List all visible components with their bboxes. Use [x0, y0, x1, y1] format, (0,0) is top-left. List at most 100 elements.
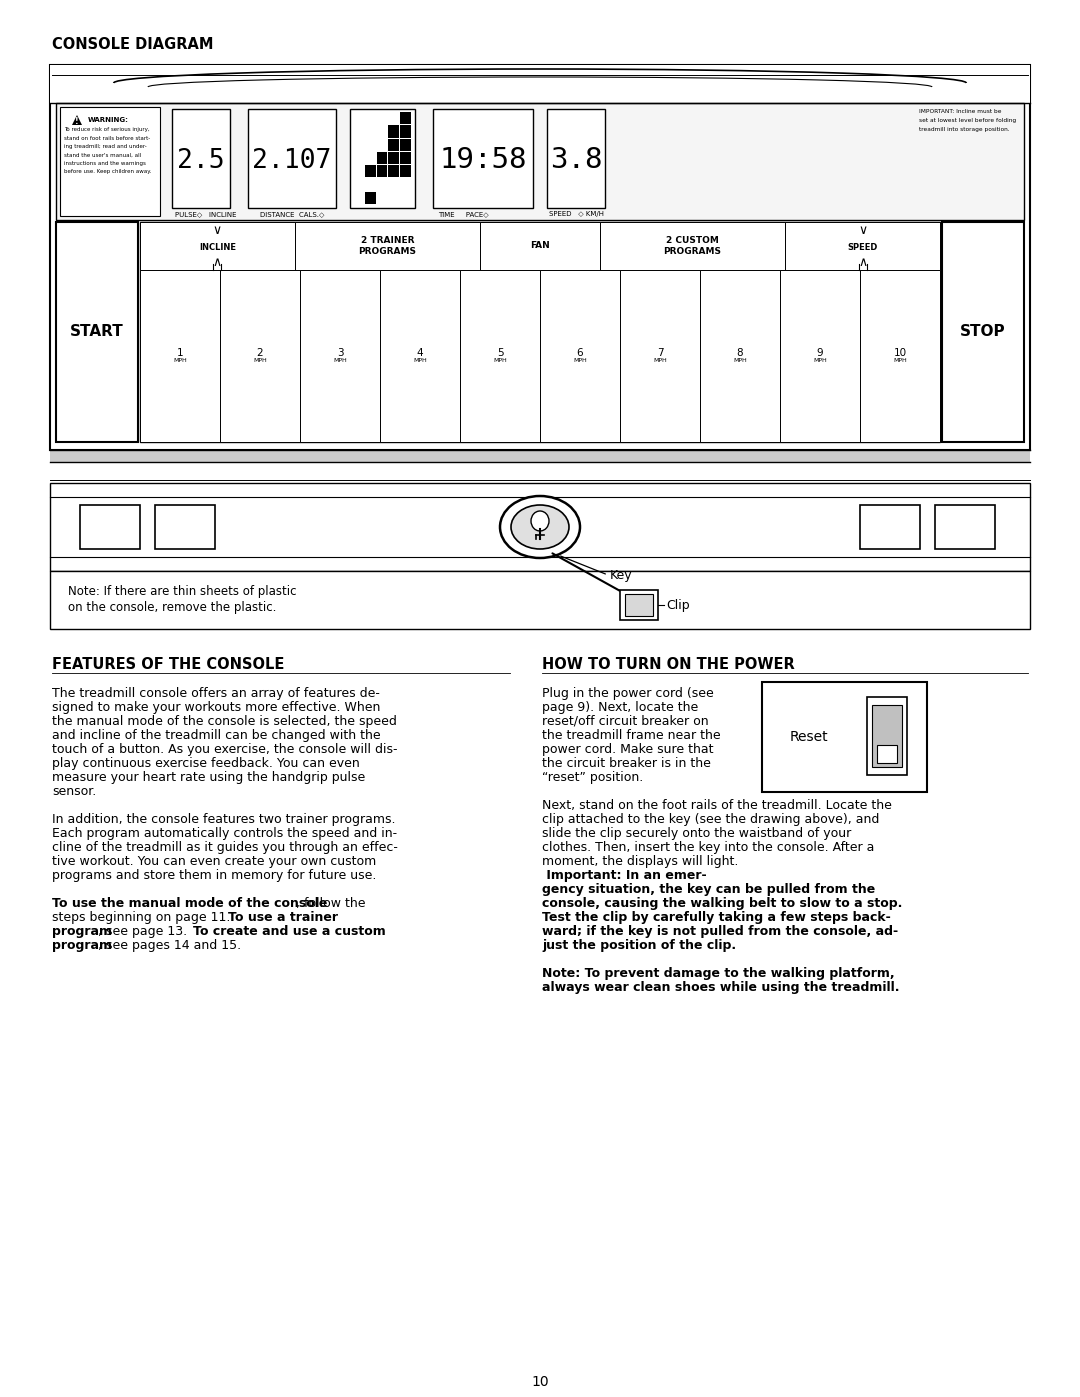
- Bar: [295, 222, 481, 270]
- Bar: [620, 270, 700, 441]
- Text: stand on foot rails before start-: stand on foot rails before start-: [64, 136, 150, 141]
- Text: stand the user's manual, all: stand the user's manual, all: [64, 152, 141, 158]
- Text: CONSOLE DIAGRAM: CONSOLE DIAGRAM: [52, 36, 214, 52]
- Bar: [401, 126, 411, 137]
- Text: program: program: [52, 939, 112, 951]
- Text: before use. Keep children away.: before use. Keep children away.: [64, 169, 151, 175]
- Text: “reset” position.: “reset” position.: [542, 771, 644, 784]
- Text: !: !: [76, 116, 79, 126]
- Bar: [377, 152, 388, 163]
- Bar: [220, 270, 300, 441]
- Bar: [785, 222, 940, 270]
- Bar: [300, 270, 380, 441]
- Bar: [942, 222, 1024, 441]
- Bar: [350, 109, 415, 208]
- Bar: [599, 222, 785, 270]
- Bar: [56, 222, 138, 441]
- Bar: [380, 270, 460, 441]
- Bar: [389, 138, 400, 151]
- Bar: [389, 165, 400, 177]
- Bar: [365, 191, 376, 204]
- Text: MPH: MPH: [494, 359, 507, 363]
- Bar: [60, 108, 160, 217]
- Bar: [625, 594, 653, 616]
- Text: IMPORTANT: Incline must be: IMPORTANT: Incline must be: [919, 109, 1001, 115]
- Text: ∧: ∧: [858, 256, 867, 268]
- Text: FAN: FAN: [530, 242, 550, 250]
- Text: SPEED   ◇ KM/H: SPEED ◇ KM/H: [549, 211, 604, 217]
- Text: 3.8: 3.8: [550, 147, 603, 175]
- Text: cline of the treadmill as it guides you through an effec-: cline of the treadmill as it guides you …: [52, 841, 397, 854]
- Bar: [56, 103, 1024, 219]
- Text: slide the clip securely onto the waistband of your: slide the clip securely onto the waistba…: [542, 827, 851, 840]
- Bar: [935, 504, 995, 549]
- Text: the manual mode of the console is selected, the speed: the manual mode of the console is select…: [52, 715, 396, 728]
- Text: , see pages 14 and 15.: , see pages 14 and 15.: [98, 939, 241, 951]
- Text: 10: 10: [531, 1375, 549, 1389]
- Text: 2.107: 2.107: [253, 148, 332, 173]
- Bar: [365, 165, 376, 177]
- Text: Reset: Reset: [789, 731, 828, 745]
- Text: TIME     PACE◇: TIME PACE◇: [438, 211, 488, 217]
- Text: 4: 4: [417, 348, 423, 358]
- Bar: [546, 109, 605, 208]
- Text: the circuit breaker is in the: the circuit breaker is in the: [542, 757, 711, 770]
- Text: Test the clip by carefully taking a few steps back-: Test the clip by carefully taking a few …: [542, 911, 891, 923]
- Text: DISTANCE  CALS.◇: DISTANCE CALS.◇: [260, 211, 324, 217]
- Bar: [389, 152, 400, 163]
- Text: Key: Key: [610, 569, 633, 581]
- Text: on the console, remove the plastic.: on the console, remove the plastic.: [68, 601, 276, 615]
- Text: measure your heart rate using the handgrip pulse: measure your heart rate using the handgr…: [52, 771, 365, 784]
- Bar: [620, 590, 658, 620]
- Text: 9: 9: [816, 348, 823, 358]
- Text: Plug in the power cord (see: Plug in the power cord (see: [542, 687, 714, 700]
- Bar: [481, 222, 599, 270]
- Text: reset/off circuit breaker on: reset/off circuit breaker on: [542, 715, 708, 728]
- Text: , follow the: , follow the: [296, 897, 366, 909]
- Bar: [872, 705, 902, 767]
- Text: 7: 7: [657, 348, 663, 358]
- Text: just the position of the clip.: just the position of the clip.: [542, 939, 737, 951]
- Bar: [50, 450, 1030, 462]
- Text: sensor.: sensor.: [52, 785, 96, 798]
- Text: treadmill into storage position.: treadmill into storage position.: [919, 127, 1010, 131]
- Bar: [401, 152, 411, 163]
- Text: FEATURES OF THE CONSOLE: FEATURES OF THE CONSOLE: [52, 657, 284, 672]
- Text: To use a trainer: To use a trainer: [228, 911, 338, 923]
- Text: HOW TO TURN ON THE POWER: HOW TO TURN ON THE POWER: [542, 657, 795, 672]
- Text: 19:58: 19:58: [440, 147, 527, 175]
- Bar: [389, 126, 400, 137]
- Text: 2 CUSTOM
PROGRAMS: 2 CUSTOM PROGRAMS: [663, 236, 721, 257]
- Text: The treadmill console offers an array of features de-: The treadmill console offers an array of…: [52, 687, 380, 700]
- Text: INCLINE: INCLINE: [199, 243, 235, 253]
- Text: SPEED: SPEED: [848, 243, 878, 253]
- Text: 3: 3: [337, 348, 343, 358]
- Text: ∨: ∨: [858, 224, 867, 236]
- Text: touch of a button. As you exercise, the console will dis-: touch of a button. As you exercise, the …: [52, 743, 397, 756]
- Text: 2 TRAINER
PROGRAMS: 2 TRAINER PROGRAMS: [359, 236, 417, 257]
- Text: ∧: ∧: [213, 256, 222, 268]
- Text: Each program automatically controls the speed and in-: Each program automatically controls the …: [52, 827, 397, 840]
- Bar: [762, 682, 927, 792]
- Text: STOP: STOP: [960, 324, 1005, 339]
- Bar: [50, 571, 1030, 629]
- Ellipse shape: [531, 511, 549, 531]
- Text: power cord. Make sure that: power cord. Make sure that: [542, 743, 714, 756]
- Text: programs and store them in memory for future use.: programs and store them in memory for fu…: [52, 869, 376, 882]
- Text: page 9). Next, locate the: page 9). Next, locate the: [542, 701, 699, 714]
- Text: ing treadmill; read and under-: ing treadmill; read and under-: [64, 144, 147, 149]
- Text: the treadmill frame near the: the treadmill frame near the: [542, 729, 720, 742]
- Text: tive workout. You can even create your own custom: tive workout. You can even create your o…: [52, 855, 376, 868]
- Text: To reduce risk of serious injury,: To reduce risk of serious injury,: [64, 127, 150, 131]
- Text: To use the manual mode of the console: To use the manual mode of the console: [52, 897, 327, 909]
- Text: ward; if the key is not pulled from the console, ad-: ward; if the key is not pulled from the …: [542, 925, 899, 937]
- Text: MPH: MPH: [653, 359, 666, 363]
- Text: gency situation, the key can be pulled from the: gency situation, the key can be pulled f…: [542, 883, 875, 895]
- Bar: [140, 270, 220, 441]
- Text: Clip: Clip: [666, 598, 690, 612]
- Text: MPH: MPH: [813, 359, 827, 363]
- Text: To create and use a custom: To create and use a custom: [192, 925, 386, 937]
- Polygon shape: [72, 115, 82, 124]
- Text: Next, stand on the foot rails of the treadmill. Locate the: Next, stand on the foot rails of the tre…: [542, 799, 892, 812]
- Bar: [540, 270, 620, 441]
